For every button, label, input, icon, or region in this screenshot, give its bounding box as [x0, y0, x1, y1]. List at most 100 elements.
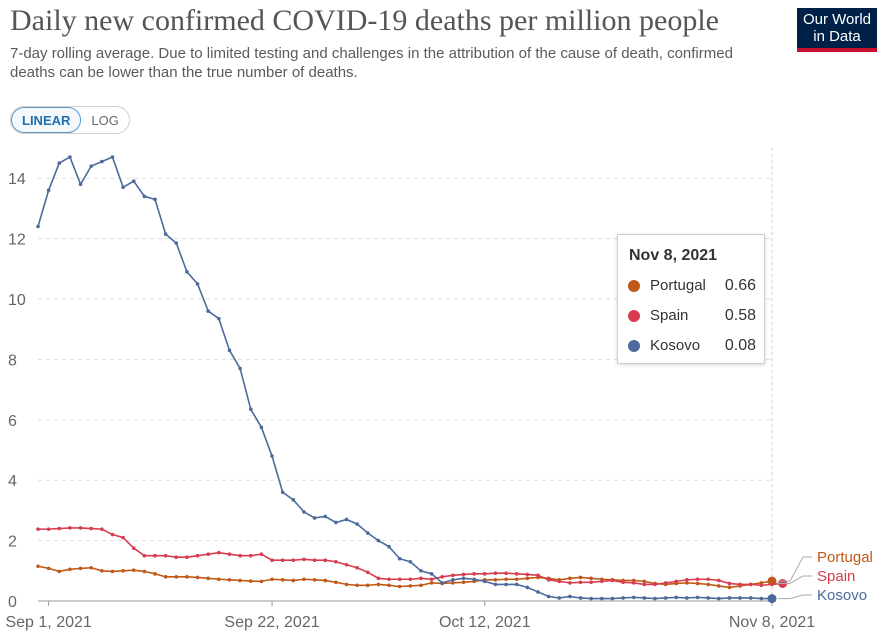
logo-line-2: in Data — [813, 28, 861, 45]
x-tick-label: Oct 12, 2021 — [439, 614, 531, 631]
end-label-kosovo: Kosovo — [817, 587, 867, 604]
data-point-spain — [653, 582, 657, 587]
data-point-kosovo — [153, 197, 157, 202]
tooltip-dot-spain — [628, 310, 640, 322]
data-point-spain — [599, 579, 604, 584]
data-point-spain — [206, 552, 211, 556]
data-point-kosovo — [131, 179, 136, 184]
data-point-kosovo — [206, 309, 211, 313]
data-point-kosovo — [302, 510, 306, 514]
data-point-spain — [695, 577, 700, 582]
log-scale-button[interactable]: LOG — [91, 112, 119, 128]
data-point-kosovo — [195, 282, 200, 286]
data-point-portugal — [344, 582, 349, 587]
data-point-portugal — [408, 584, 413, 588]
data-point-spain — [68, 526, 72, 530]
data-point-portugal — [312, 578, 317, 582]
data-point-portugal — [110, 569, 115, 574]
tooltip-dot-kosovo — [628, 340, 640, 352]
data-point-spain — [121, 535, 125, 540]
data-point-kosovo — [238, 366, 242, 371]
data-point-kosovo — [280, 490, 285, 495]
data-point-spain — [46, 527, 51, 531]
data-point-kosovo — [727, 596, 732, 600]
data-point-spain — [387, 577, 391, 582]
tooltip-name-spain: Spain — [650, 307, 689, 324]
data-point-kosovo — [514, 582, 519, 587]
data-point-portugal — [100, 569, 104, 573]
data-point-spain — [589, 580, 593, 585]
data-point-kosovo — [68, 155, 72, 159]
data-point-portugal — [227, 578, 232, 582]
data-point-kosovo — [429, 572, 434, 576]
data-point-portugal — [706, 582, 710, 587]
data-point-kosovo — [376, 538, 381, 543]
data-point-spain — [738, 582, 742, 587]
data-point-portugal — [717, 584, 721, 588]
data-point-spain — [578, 580, 583, 585]
series-line-portugal — [37, 565, 773, 589]
data-point-kosovo — [121, 185, 125, 190]
data-point-portugal — [248, 579, 253, 583]
data-point-spain — [482, 572, 487, 576]
owid-logo[interactable]: Our World in Data — [797, 8, 877, 52]
tooltip-name-portugal: Portugal — [650, 277, 706, 294]
data-point-portugal — [695, 581, 700, 586]
data-point-spain — [110, 532, 115, 537]
data-point-portugal — [68, 567, 72, 572]
y-tick-label: 2 — [8, 534, 17, 551]
series-lines — [36, 155, 788, 604]
data-point-spain — [419, 576, 423, 581]
data-point-portugal — [589, 576, 593, 581]
data-point-spain — [131, 546, 136, 550]
data-point-kosovo — [174, 241, 179, 245]
x-tick-label: Sep 1, 2021 — [5, 614, 91, 631]
data-point-portugal — [280, 578, 285, 582]
data-point-portugal — [195, 575, 200, 580]
linear-scale-button[interactable]: LINEAR — [11, 107, 82, 133]
data-point-portugal — [142, 569, 147, 574]
data-point-spain — [238, 553, 242, 558]
data-point-kosovo — [536, 590, 540, 594]
data-point-portugal — [121, 569, 125, 573]
data-point-kosovo — [270, 454, 274, 458]
data-point-kosovo — [185, 270, 189, 274]
data-point-kosovo — [387, 544, 391, 549]
data-point-spain — [748, 582, 753, 587]
data-point-kosovo — [440, 581, 445, 585]
data-point-kosovo — [674, 595, 679, 600]
data-point-spain — [472, 572, 476, 576]
data-point-kosovo — [525, 585, 530, 590]
series-line-spain — [38, 527, 783, 587]
data-point-portugal — [206, 576, 211, 581]
data-point-portugal — [302, 577, 306, 582]
chart-title: Daily new confirmed COVID-19 deaths per … — [10, 4, 719, 37]
data-point-spain — [631, 581, 636, 585]
data-point-spain — [493, 571, 498, 576]
data-point-spain — [770, 582, 774, 587]
y-tick-label: 6 — [8, 413, 17, 430]
data-point-portugal — [767, 576, 777, 586]
data-point-kosovo — [472, 577, 476, 582]
data-point-kosovo — [461, 576, 466, 581]
data-point-kosovo — [767, 594, 777, 604]
data-point-portugal — [365, 583, 370, 588]
data-point-portugal — [259, 579, 264, 584]
scale-toggle: LINEAR LOG — [10, 106, 130, 134]
tooltip-name-kosovo: Kosovo — [650, 337, 701, 354]
data-point-spain — [153, 553, 157, 558]
data-point-spain — [525, 572, 530, 577]
data-point-portugal — [163, 575, 168, 579]
y-tick-label: 10 — [8, 292, 26, 309]
tooltip-date: Nov 8, 2021 — [629, 247, 718, 264]
data-point-kosovo — [493, 582, 498, 587]
data-point-spain — [365, 570, 370, 575]
data-point-kosovo — [759, 596, 764, 601]
data-point-kosovo — [259, 425, 264, 430]
data-point-spain — [706, 577, 710, 582]
data-point-kosovo — [621, 596, 625, 600]
data-point-kosovo — [312, 516, 317, 520]
data-point-portugal — [387, 583, 391, 588]
data-point-kosovo — [344, 517, 349, 522]
data-point-kosovo — [642, 596, 647, 600]
